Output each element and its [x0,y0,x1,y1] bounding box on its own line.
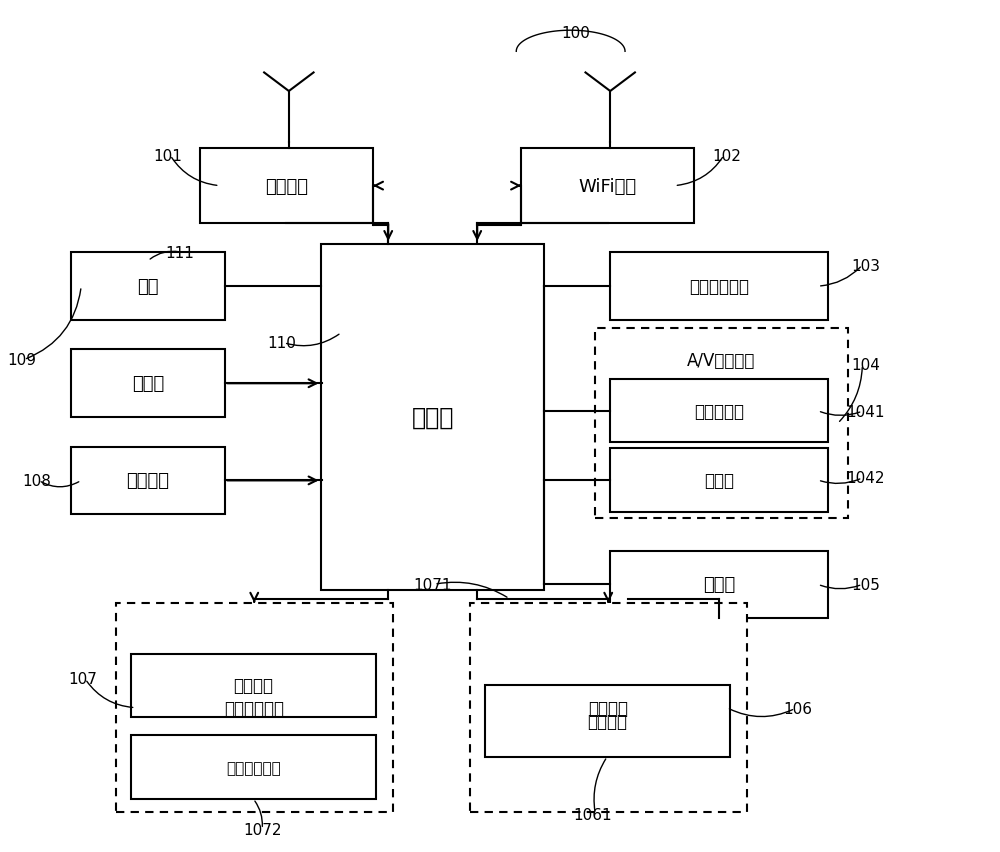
Text: 1041: 1041 [846,404,885,419]
Bar [71,447,225,515]
Bar [485,685,730,757]
Bar [610,380,828,443]
Text: 103: 103 [851,258,880,273]
Text: 110: 110 [267,336,296,351]
Bar [116,603,393,813]
Bar [71,350,225,417]
Text: 音频输出单元: 音频输出单元 [689,278,749,296]
Text: 触控面板: 触控面板 [233,676,273,694]
Bar [71,253,225,320]
Text: 1072: 1072 [243,822,281,837]
Text: 射频单元: 射频单元 [265,177,308,195]
Text: 105: 105 [851,577,880,592]
Text: 用户输入单元: 用户输入单元 [224,699,284,717]
Bar [470,603,747,813]
Text: 1042: 1042 [846,471,885,486]
Bar [521,149,694,223]
Text: 显示单元: 显示单元 [588,699,628,717]
Text: 存储器: 存储器 [132,375,164,393]
Bar [610,551,828,619]
Text: WiFi模块: WiFi模块 [579,177,637,195]
Bar [131,653,376,717]
Text: 104: 104 [851,358,880,372]
Text: 102: 102 [712,148,741,164]
Bar [610,253,828,320]
Bar [595,329,848,519]
Text: A/V输入单元: A/V输入单元 [687,352,756,370]
Text: 接口单元: 接口单元 [126,472,169,490]
Text: 1061: 1061 [573,807,612,821]
Bar [131,735,376,799]
Text: 101: 101 [154,148,183,164]
Text: 显示面板: 显示面板 [587,712,627,730]
Text: 处理器: 处理器 [412,406,454,429]
Text: 109: 109 [7,353,36,368]
Text: 传感器: 传感器 [703,576,735,594]
Text: 图形处理器: 图形处理器 [694,402,744,420]
Text: 106: 106 [784,701,813,717]
Bar [200,149,373,223]
Text: 108: 108 [22,474,51,488]
Text: 107: 107 [69,671,98,687]
Bar [321,245,544,590]
Text: 麦克风: 麦克风 [704,471,734,489]
Text: 1071: 1071 [413,577,451,592]
Text: 111: 111 [166,245,195,261]
Text: 电源: 电源 [137,278,159,296]
Text: 其他输入设备: 其他输入设备 [226,760,281,774]
Bar [610,449,828,512]
Text: 100: 100 [561,26,590,41]
